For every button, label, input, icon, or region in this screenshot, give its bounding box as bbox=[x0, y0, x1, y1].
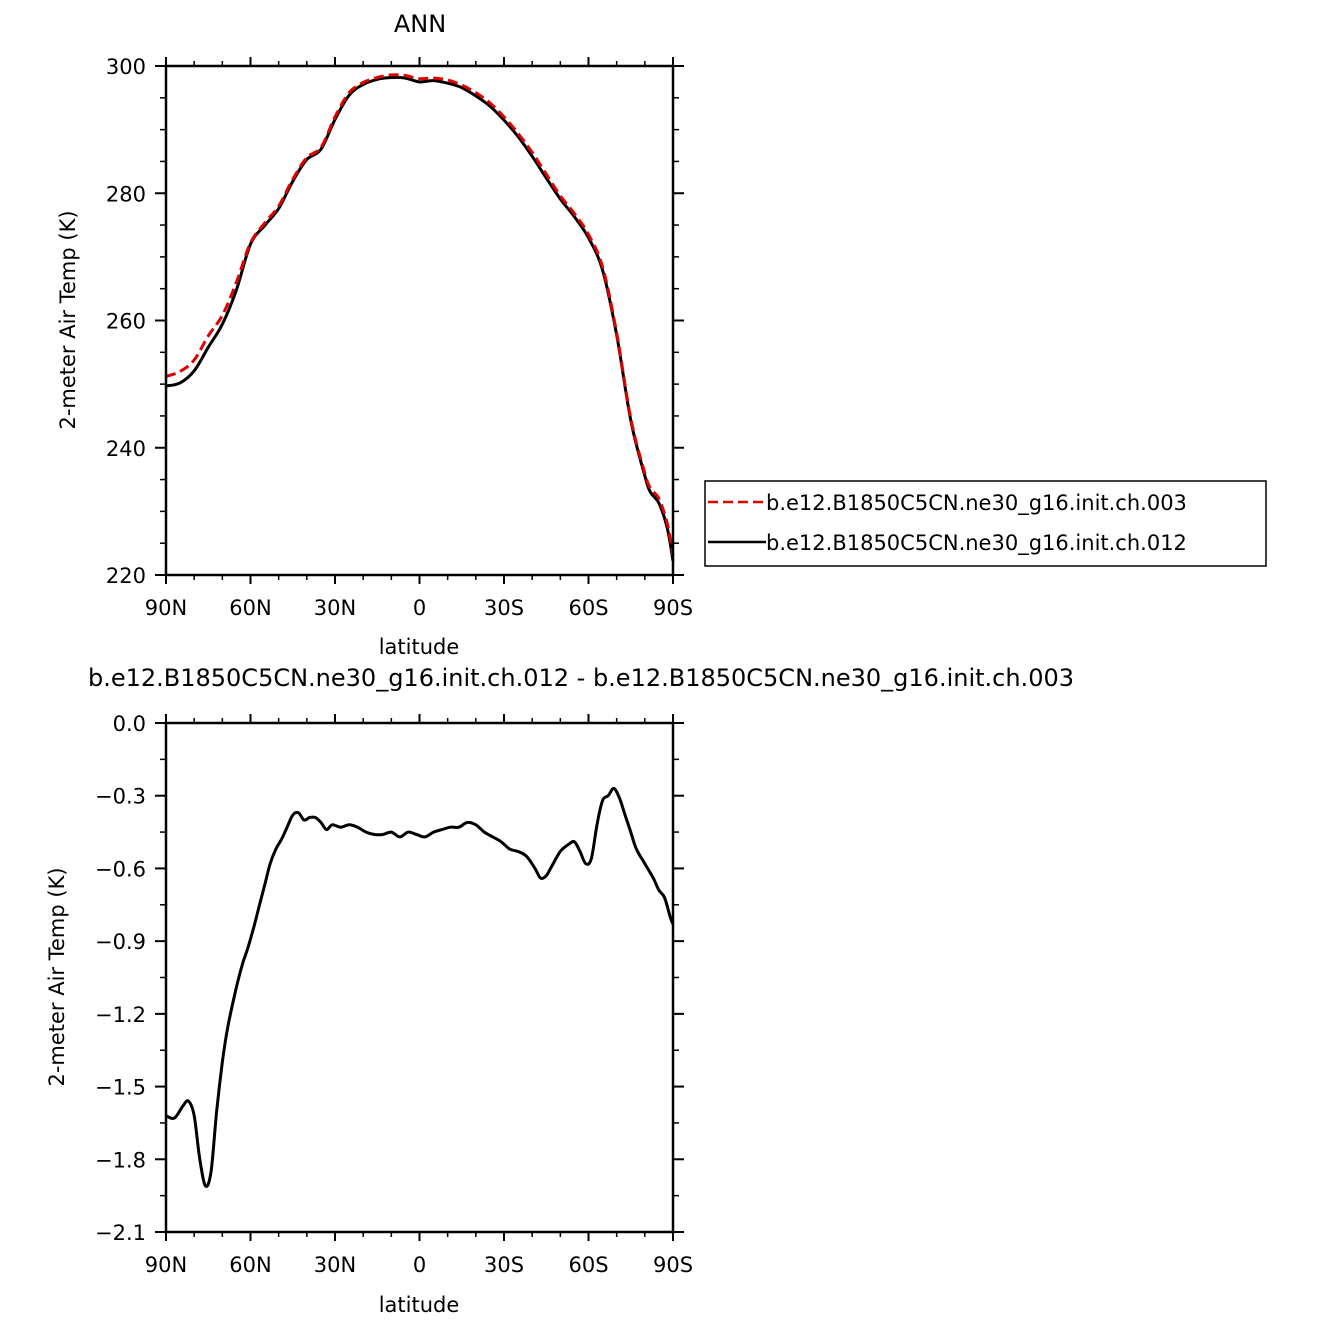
top-x-tick-label: 90S bbox=[653, 596, 693, 620]
top-x-axis-label: latitude bbox=[379, 635, 460, 659]
bottom-x-tick-label: 60N bbox=[229, 1253, 271, 1277]
top-y-tick-label: 240 bbox=[106, 437, 146, 461]
legend: b.e12.B1850C5CN.ne30_g16.init.ch.003 b.e… bbox=[704, 480, 1267, 567]
top-series-line-solid bbox=[165, 75, 675, 562]
top-x-tick-label: 60S bbox=[568, 596, 608, 620]
bottom-axis-ticks: 90N 60N 30N 0 30S 60S 90S −2.1 −1.8 −1.5 −1.2 −0.9 −… bbox=[95, 712, 693, 1277]
bottom-y-tick-label: −2.1 bbox=[95, 1221, 146, 1245]
bottom-chart-title: b.e12.B1850C5CN.ne30_g16.init.ch.012 - b… bbox=[88, 664, 1074, 692]
bottom-series-line-solid bbox=[165, 786, 675, 1188]
top-y-tick-label: 260 bbox=[106, 310, 146, 334]
bottom-x-axis-label: latitude bbox=[379, 1293, 460, 1317]
top-plot-frame bbox=[164, 64, 675, 577]
bottom-panel: b.e12.B1850C5CN.ne30_g16.init.ch.012 - b… bbox=[45, 664, 1074, 1317]
top-panel: ANN 2-meter Air Temp (K) latitude 90N 60N… bbox=[56, 10, 693, 659]
top-x-tick-label: 90N bbox=[145, 596, 187, 620]
legend-label-ch012: b.e12.B1850C5CN.ne30_g16.init.ch.012 bbox=[766, 531, 1187, 556]
top-chart-title: ANN bbox=[394, 10, 446, 38]
top-y-tick-label: 300 bbox=[106, 55, 146, 79]
top-x-tick-label: 60N bbox=[229, 596, 271, 620]
bottom-y-tick-label: −1.8 bbox=[95, 1148, 146, 1172]
bottom-x-tick-label: 30N bbox=[314, 1253, 356, 1277]
top-y-axis-label: 2-meter Air Temp (K) bbox=[56, 210, 80, 429]
bottom-series-lines bbox=[165, 786, 675, 1188]
top-y-tick-label: 280 bbox=[106, 182, 146, 206]
legend-label-ch003: b.e12.B1850C5CN.ne30_g16.init.ch.003 bbox=[766, 491, 1187, 516]
bottom-y-tick-label: −1.5 bbox=[95, 1076, 146, 1100]
bottom-plot-frame bbox=[164, 721, 675, 1234]
bottom-x-tick-label: 0 bbox=[413, 1253, 426, 1277]
top-x-tick-label: 0 bbox=[413, 596, 426, 620]
bottom-y-tick-label: −0.3 bbox=[95, 785, 146, 809]
bottom-x-tick-label: 30S bbox=[484, 1253, 524, 1277]
bottom-x-tick-label: 90S bbox=[653, 1253, 693, 1277]
top-x-tick-label: 30S bbox=[484, 596, 524, 620]
top-y-tick-label: 220 bbox=[106, 564, 146, 588]
bottom-y-tick-label: −0.9 bbox=[95, 930, 146, 954]
bottom-x-tick-label: 60S bbox=[568, 1253, 608, 1277]
bottom-y-axis-label: 2-meter Air Temp (K) bbox=[45, 867, 69, 1086]
bottom-y-tick-label: −0.6 bbox=[95, 857, 146, 881]
bottom-y-tick-label: 0.0 bbox=[113, 712, 146, 736]
top-series-line-dashed bbox=[165, 73, 675, 557]
bottom-y-tick-label: −1.2 bbox=[95, 1003, 146, 1027]
legend-box bbox=[704, 480, 1267, 567]
top-series-lines bbox=[165, 73, 675, 562]
top-axis-ticks: 90N 60N 30N 0 30S 60S 90S 220 240 260 280 300 bbox=[106, 55, 693, 620]
top-x-tick-label: 30N bbox=[314, 596, 356, 620]
bottom-x-tick-label: 90N bbox=[145, 1253, 187, 1277]
